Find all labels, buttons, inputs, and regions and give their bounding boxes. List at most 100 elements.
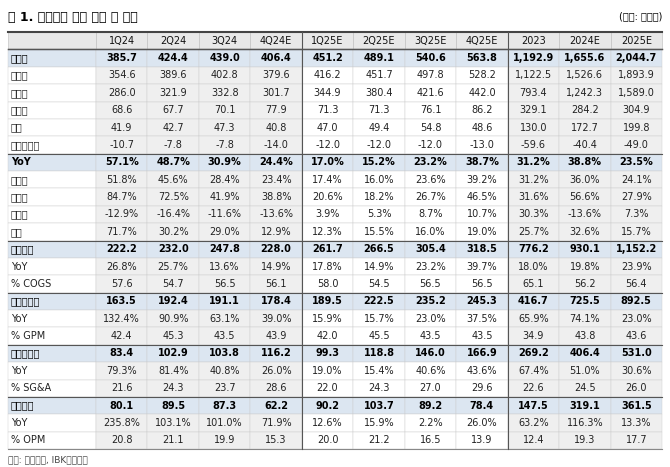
Bar xyxy=(199,310,251,327)
Text: 자료: 삼양식품, IBK투자증권: 자료: 삼양식품, IBK투자증권 xyxy=(8,455,88,464)
Bar xyxy=(559,310,610,327)
Bar xyxy=(456,32,508,50)
Text: YoY: YoY xyxy=(11,157,31,167)
Text: 235.8%: 235.8% xyxy=(103,418,140,428)
Text: 389.6: 389.6 xyxy=(159,71,187,80)
Text: 16.0%: 16.0% xyxy=(364,175,394,184)
Text: 47.3: 47.3 xyxy=(214,122,235,133)
Text: 563.8: 563.8 xyxy=(466,53,497,63)
Text: 65.1: 65.1 xyxy=(523,279,544,289)
Bar xyxy=(353,119,405,136)
Bar xyxy=(251,345,302,362)
Bar xyxy=(251,101,302,119)
Text: 21.2: 21.2 xyxy=(369,435,390,446)
Text: 103.1%: 103.1% xyxy=(155,418,192,428)
Bar xyxy=(508,67,559,84)
Text: 7.3%: 7.3% xyxy=(624,209,649,219)
Bar xyxy=(508,327,559,345)
Bar xyxy=(302,206,353,223)
Text: 15.3: 15.3 xyxy=(265,435,287,446)
Bar xyxy=(405,293,456,310)
Text: 385.7: 385.7 xyxy=(107,53,137,63)
Bar xyxy=(147,397,199,414)
Text: 116.3%: 116.3% xyxy=(567,418,603,428)
Text: 58.0: 58.0 xyxy=(317,279,338,289)
Text: 34.9: 34.9 xyxy=(523,331,544,341)
Text: 528.2: 528.2 xyxy=(468,71,496,80)
Text: 46.5%: 46.5% xyxy=(466,192,497,202)
Text: 매출총이익: 매출총이익 xyxy=(11,297,40,306)
Bar xyxy=(199,154,251,171)
Text: 79.3%: 79.3% xyxy=(107,366,137,376)
Text: 26.7%: 26.7% xyxy=(415,192,446,202)
Bar xyxy=(147,84,199,101)
Bar xyxy=(353,32,405,50)
Text: 38.8%: 38.8% xyxy=(567,157,602,167)
Text: 3.9%: 3.9% xyxy=(316,209,340,219)
Bar xyxy=(456,119,508,136)
Text: 23.4%: 23.4% xyxy=(261,175,291,184)
Bar xyxy=(559,432,610,449)
Bar xyxy=(199,275,251,293)
Bar xyxy=(610,136,662,154)
Text: 103.7: 103.7 xyxy=(364,401,395,410)
Text: 12.3%: 12.3% xyxy=(312,227,343,237)
Text: 23.6%: 23.6% xyxy=(415,175,446,184)
Text: 1,242.3: 1,242.3 xyxy=(566,88,603,98)
Bar xyxy=(508,293,559,310)
Text: -13.6%: -13.6% xyxy=(259,209,293,219)
Text: 19.8%: 19.8% xyxy=(570,262,600,272)
Bar xyxy=(353,432,405,449)
Text: 1,122.5: 1,122.5 xyxy=(515,71,552,80)
Bar xyxy=(8,50,96,67)
Bar xyxy=(8,101,96,119)
Bar xyxy=(456,223,508,241)
Text: 2024E: 2024E xyxy=(570,35,600,46)
Bar xyxy=(353,154,405,171)
Text: 318.5: 318.5 xyxy=(466,244,497,254)
Bar xyxy=(559,397,610,414)
Bar xyxy=(405,84,456,101)
Bar xyxy=(199,258,251,275)
Bar xyxy=(8,119,96,136)
Text: % OPM: % OPM xyxy=(11,435,46,446)
Text: 178.4: 178.4 xyxy=(261,297,291,306)
Text: 19.0%: 19.0% xyxy=(312,366,343,376)
Bar xyxy=(96,414,147,432)
Text: 23.0%: 23.0% xyxy=(415,314,446,324)
Bar xyxy=(147,345,199,362)
Bar xyxy=(559,119,610,136)
Text: 43.5: 43.5 xyxy=(471,331,492,341)
Bar xyxy=(8,136,96,154)
Bar xyxy=(199,414,251,432)
Bar xyxy=(147,154,199,171)
Text: 68.6: 68.6 xyxy=(111,105,133,115)
Text: 23.5%: 23.5% xyxy=(619,157,653,167)
Bar xyxy=(353,101,405,119)
Text: 321.9: 321.9 xyxy=(159,88,187,98)
Text: 23.7: 23.7 xyxy=(214,383,235,393)
Bar xyxy=(508,241,559,258)
Bar xyxy=(508,50,559,67)
Text: 87.3: 87.3 xyxy=(212,401,237,410)
Text: 2Q24: 2Q24 xyxy=(160,35,186,46)
Text: % COGS: % COGS xyxy=(11,279,51,289)
Text: 49.4: 49.4 xyxy=(369,122,390,133)
Bar xyxy=(353,345,405,362)
Bar xyxy=(199,171,251,188)
Text: 54.7: 54.7 xyxy=(162,279,184,289)
Bar xyxy=(456,380,508,397)
Bar xyxy=(147,327,199,345)
Text: 1,655.6: 1,655.6 xyxy=(564,53,606,63)
Bar xyxy=(559,32,610,50)
Text: 245.3: 245.3 xyxy=(466,297,497,306)
Text: YoY: YoY xyxy=(11,366,27,376)
Text: 78.4: 78.4 xyxy=(470,401,494,410)
Text: 56.5: 56.5 xyxy=(419,279,442,289)
Text: 65.9%: 65.9% xyxy=(518,314,549,324)
Text: 2025E: 2025E xyxy=(621,35,652,46)
Text: 43.8: 43.8 xyxy=(574,331,596,341)
Text: 15.9%: 15.9% xyxy=(364,418,395,428)
Text: 4Q24E: 4Q24E xyxy=(260,35,292,46)
Bar xyxy=(353,380,405,397)
